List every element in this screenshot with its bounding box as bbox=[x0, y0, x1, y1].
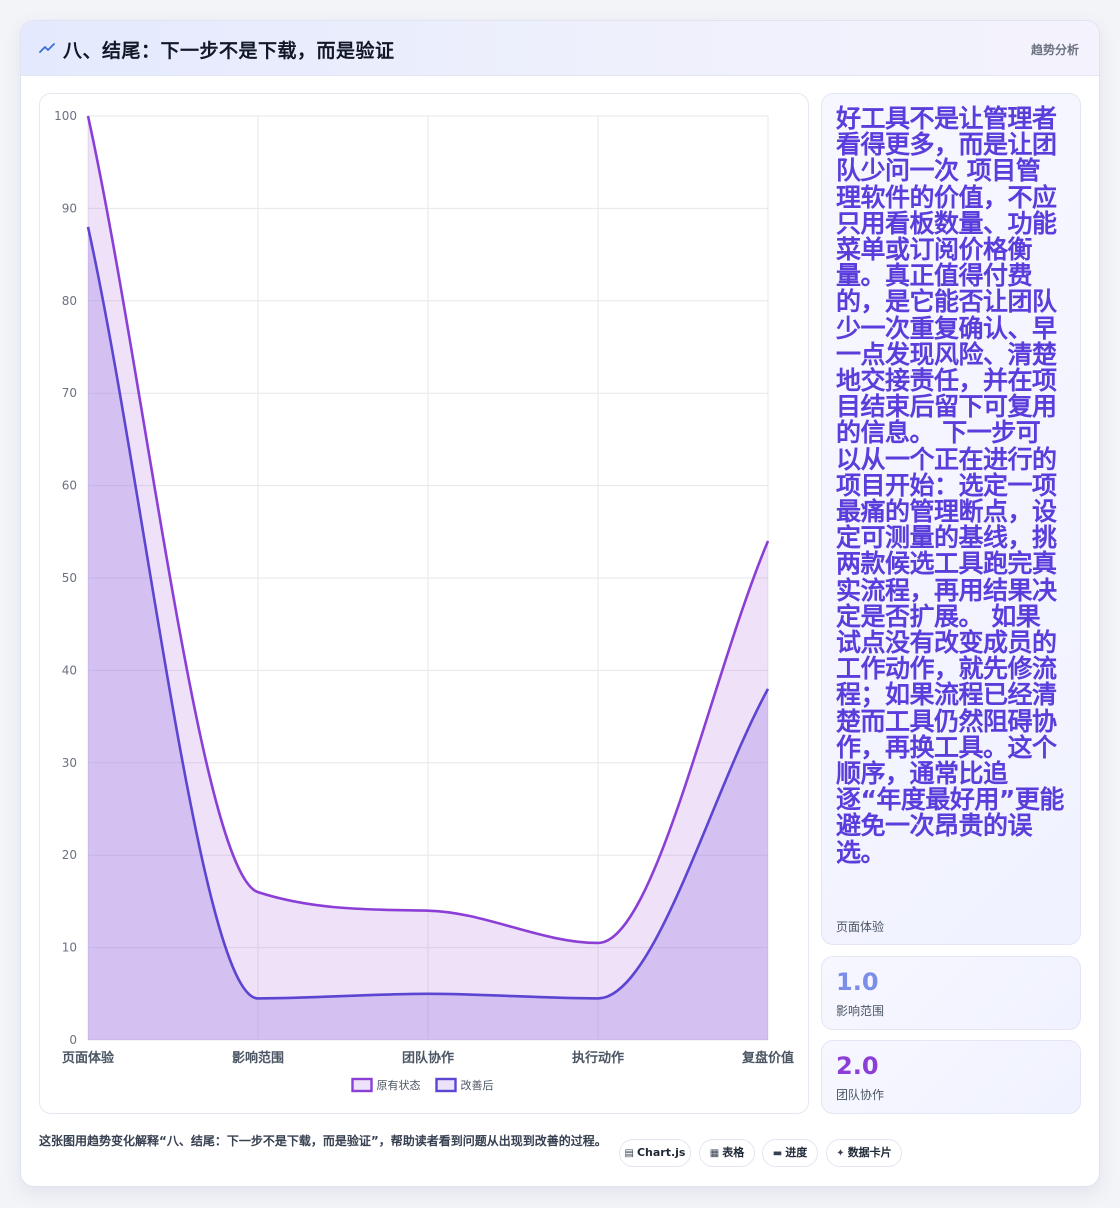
table-icon: ▦ bbox=[709, 1148, 720, 1159]
card-header: 八、结尾：下一步不是下载，而是验证 趋势分析 bbox=[21, 21, 1099, 76]
chart-caption: 这张图用趋势变化解释“八、结尾：下一步不是下载，而是验证”，帮助读者看到问题从出… bbox=[39, 1134, 607, 1148]
chip-progress[interactable]: ▬ 进度 bbox=[762, 1139, 818, 1167]
chip-table[interactable]: ▦ 表格 bbox=[699, 1139, 755, 1167]
x-tick-label: 影响范围 bbox=[232, 1050, 284, 1066]
metric-card-1: 1.0 影响范围 bbox=[821, 956, 1081, 1030]
chip-data-card[interactable]: ✦ 数据卡片 bbox=[826, 1139, 902, 1167]
series-area bbox=[88, 116, 768, 1040]
metric-label-1: 影响范围 bbox=[836, 1004, 885, 1018]
chip-label: 表格 bbox=[722, 1146, 745, 1159]
trend-card: 八、结尾：下一步不是下载，而是验证 趋势分析 0 10 20 30 40 50 60 70 80… bbox=[20, 20, 1100, 1187]
chip-label: Chart.js bbox=[636, 1146, 686, 1159]
trend-line-icon bbox=[39, 43, 55, 53]
series-line bbox=[86, 226, 770, 1000]
summary-text: 好工具不是让管理者看得更多，而是让团队少问一次 项目管理软件的价值，不应只用看板… bbox=[836, 104, 1064, 867]
series-line bbox=[86, 115, 770, 945]
chip-label: 数据卡片 bbox=[847, 1146, 892, 1159]
y-tick-label: 30 bbox=[62, 756, 77, 770]
y-tick-label: 10 bbox=[62, 941, 77, 955]
chip-chartjs[interactable]: ▤ Chart.js bbox=[619, 1139, 691, 1167]
series-area bbox=[88, 226, 768, 1040]
progress-icon: ▬ bbox=[772, 1148, 783, 1159]
y-tick-label: 90 bbox=[62, 201, 77, 215]
bar-chart-icon: ▤ bbox=[624, 1148, 634, 1159]
metric-value-2: 2.0 bbox=[836, 1052, 879, 1080]
header-tag: 趋势分析 bbox=[1030, 43, 1079, 57]
x-tick-label: 执行动作 bbox=[572, 1050, 624, 1066]
y-tick-label: 60 bbox=[62, 479, 77, 493]
y-tick-label: 20 bbox=[62, 848, 77, 862]
y-tick-label: 70 bbox=[62, 386, 77, 400]
legend-swatch bbox=[351, 1077, 373, 1093]
legend-label: 原有状态 bbox=[377, 1078, 421, 1092]
chart-panel: 0 10 20 30 40 50 60 70 80 90 100 页面体验 影响范围 团队协作 执行动作 复盘… bbox=[39, 93, 809, 1114]
x-tick-label: 页面体验 bbox=[62, 1050, 115, 1066]
metric-card-2: 2.0 团队协作 bbox=[821, 1040, 1081, 1114]
summary-label: 页面体验 bbox=[836, 920, 885, 934]
y-tick-label: 80 bbox=[62, 294, 77, 308]
x-tick-label: 复盘价值 bbox=[741, 1050, 794, 1066]
legend-label: 改善后 bbox=[461, 1078, 494, 1092]
y-tick-label: 0 bbox=[69, 1033, 77, 1047]
summary-card: 好工具不是让管理者看得更多，而是让团队少问一次 项目管理软件的价值，不应只用看板… bbox=[821, 93, 1081, 945]
metric-value-1: 1.0 bbox=[836, 968, 879, 996]
legend-swatch bbox=[435, 1077, 457, 1093]
trend-chart: 0 10 20 30 40 50 60 70 80 90 100 页面体验 影响范围 团队协作 执行动作 复盘… bbox=[54, 109, 794, 1093]
y-tick-label: 40 bbox=[62, 663, 77, 677]
metric-label-2: 团队协作 bbox=[836, 1088, 885, 1102]
x-tick-label: 团队协作 bbox=[402, 1050, 454, 1066]
sparkle-icon: ✦ bbox=[836, 1148, 845, 1159]
y-tick-label: 50 bbox=[62, 571, 77, 585]
page-title: 八、结尾：下一步不是下载，而是验证 bbox=[63, 40, 395, 62]
y-tick-label: 100 bbox=[54, 109, 77, 123]
chip-label: 进度 bbox=[785, 1146, 808, 1159]
